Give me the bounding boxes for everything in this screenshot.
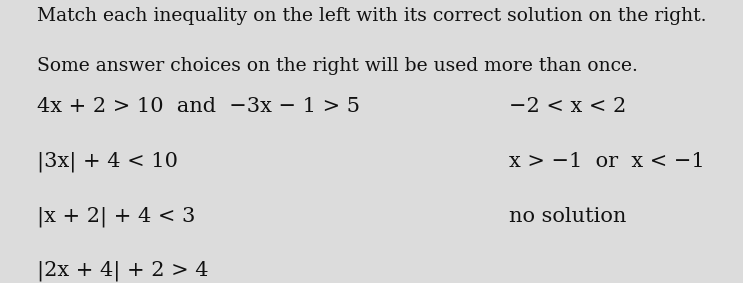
Text: 4x + 2 > 10  and  −3x − 1 > 5: 4x + 2 > 10 and −3x − 1 > 5 xyxy=(37,97,360,116)
Text: −2 < x < 2: −2 < x < 2 xyxy=(509,97,626,116)
Text: x > −1  or  x < −1: x > −1 or x < −1 xyxy=(509,152,704,171)
Text: |2x + 4| + 2 > 4: |2x + 4| + 2 > 4 xyxy=(37,260,209,280)
Text: |3x| + 4 < 10: |3x| + 4 < 10 xyxy=(37,151,178,171)
Text: Match each inequality on the left with its correct solution on the right.: Match each inequality on the left with i… xyxy=(37,7,707,25)
Text: Some answer choices on the right will be used more than once.: Some answer choices on the right will be… xyxy=(37,57,638,75)
Text: no solution: no solution xyxy=(509,207,626,226)
Text: |x + 2| + 4 < 3: |x + 2| + 4 < 3 xyxy=(37,206,195,227)
